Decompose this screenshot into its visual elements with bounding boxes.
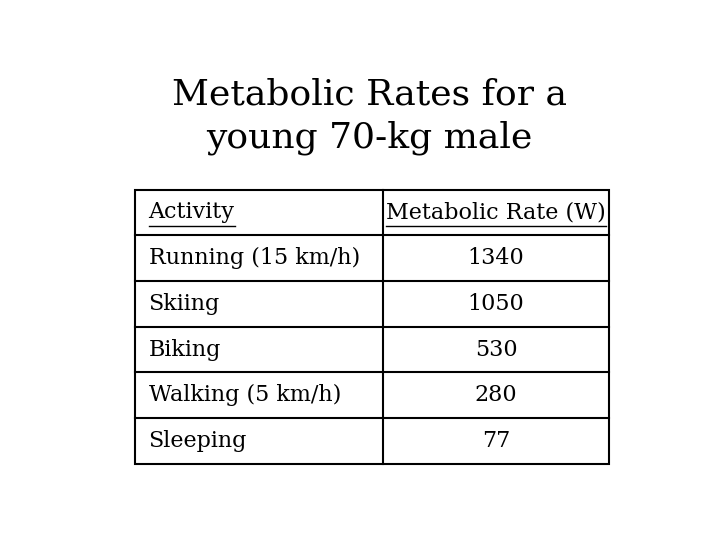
Text: 1050: 1050 [467,293,524,315]
Text: 530: 530 [474,339,517,361]
Text: Walking (5 km/h): Walking (5 km/h) [148,384,341,407]
Text: 280: 280 [474,384,517,407]
Text: 77: 77 [482,430,510,452]
Text: 1340: 1340 [467,247,524,269]
Text: Biking: Biking [148,339,221,361]
Text: Metabolic Rate (W): Metabolic Rate (W) [386,201,606,224]
Text: Running (15 km/h): Running (15 km/h) [148,247,360,269]
Text: Activity: Activity [148,201,235,224]
Text: Metabolic Rates for a
young 70-kg male: Metabolic Rates for a young 70-kg male [171,77,567,155]
Text: Sleeping: Sleeping [148,430,247,452]
Bar [135,190,609,464]
Text: Skiing: Skiing [148,293,220,315]
